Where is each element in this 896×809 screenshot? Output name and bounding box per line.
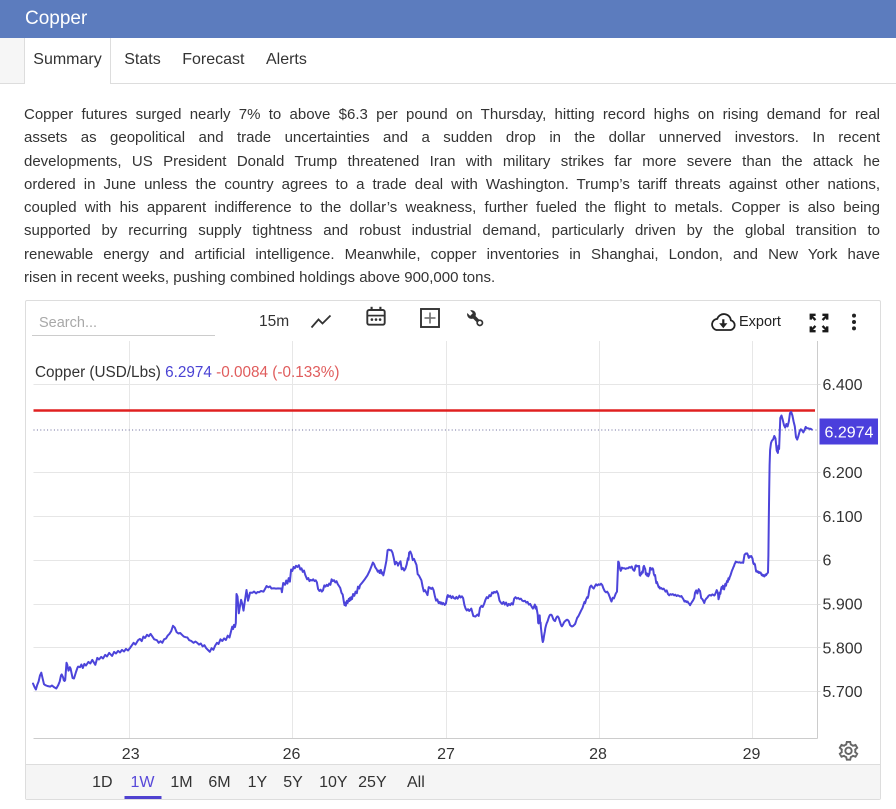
svg-text:6.2974: 6.2974: [825, 424, 874, 441]
svg-text:26: 26: [283, 746, 301, 763]
svg-text:5.700: 5.700: [823, 684, 863, 701]
svg-text:28: 28: [589, 746, 607, 763]
svg-text:6: 6: [823, 553, 832, 570]
svg-text:5.900: 5.900: [823, 597, 863, 614]
svg-text:23: 23: [122, 746, 140, 763]
svg-text:6.400: 6.400: [823, 377, 863, 394]
svg-text:29: 29: [743, 746, 761, 763]
svg-text:Copper (USD/Lbs) 6.2974 -0.00: Copper (USD/Lbs) 6.2974 -0.0084 (-0.133%…: [35, 364, 339, 381]
svg-text:5.800: 5.800: [823, 640, 863, 657]
svg-text:27: 27: [437, 746, 455, 763]
svg-text:6.100: 6.100: [823, 509, 863, 526]
svg-text:6.200: 6.200: [823, 465, 863, 482]
